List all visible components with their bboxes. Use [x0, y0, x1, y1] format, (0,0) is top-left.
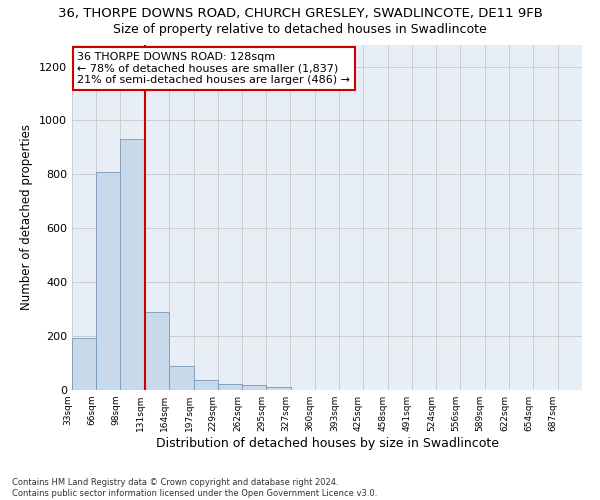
Text: 36, THORPE DOWNS ROAD, CHURCH GRESLEY, SWADLINCOTE, DE11 9FB: 36, THORPE DOWNS ROAD, CHURCH GRESLEY, S…	[58, 8, 542, 20]
X-axis label: Distribution of detached houses by size in Swadlincote: Distribution of detached houses by size …	[155, 437, 499, 450]
Bar	[72, 338, 97, 390]
Bar	[169, 366, 194, 390]
Bar	[194, 380, 218, 390]
Bar	[266, 387, 291, 390]
Text: Size of property relative to detached houses in Swadlincote: Size of property relative to detached ho…	[113, 22, 487, 36]
Bar	[120, 140, 145, 390]
Bar	[97, 172, 121, 390]
Text: 36 THORPE DOWNS ROAD: 128sqm
← 78% of detached houses are smaller (1,837)
21% of: 36 THORPE DOWNS ROAD: 128sqm ← 78% of de…	[77, 52, 350, 85]
Y-axis label: Number of detached properties: Number of detached properties	[20, 124, 34, 310]
Bar	[145, 312, 169, 390]
Text: Contains HM Land Registry data © Crown copyright and database right 2024.
Contai: Contains HM Land Registry data © Crown c…	[12, 478, 377, 498]
Bar	[218, 384, 242, 390]
Bar	[242, 385, 266, 390]
